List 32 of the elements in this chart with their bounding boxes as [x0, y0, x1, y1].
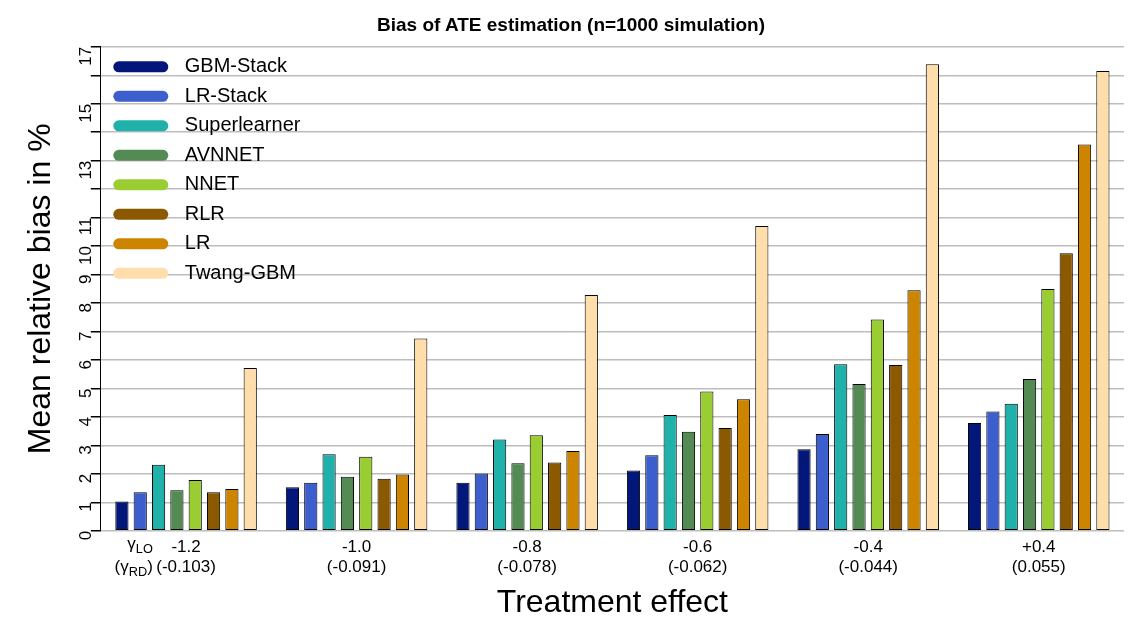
y-tick-label: 0	[76, 530, 96, 541]
x-tick-label: -1.2 (-0.103)	[156, 536, 216, 577]
y-tick-label: 7	[76, 331, 96, 341]
x-tick-label: -0.4 (-0.044)	[838, 536, 898, 577]
y-tick-label: 2	[76, 473, 96, 484]
y-tick-label: 3	[76, 445, 96, 455]
legend-label: Twang-GBM	[184, 260, 296, 283]
y-tick-label: 4	[76, 416, 96, 427]
y-tick-label: 11	[76, 217, 96, 236]
x-tick-label: -0.8 (-0.078)	[497, 536, 557, 577]
y-tick-label: 1	[76, 502, 96, 512]
y-tick-label: 10	[76, 246, 96, 266]
legend-label: AVNNET	[184, 142, 265, 165]
y-tick-label: 17	[76, 46, 96, 66]
legend-label: NNET	[184, 172, 240, 195]
legend-label: RLR	[184, 201, 225, 224]
y-tick-label: 9	[76, 274, 96, 285]
y-tick-label: 6	[76, 359, 96, 370]
x-axis-title: Treatment effect	[496, 582, 729, 619]
y-tick-label: 15	[76, 103, 96, 123]
chart-title: Bias of ATE estimation (n=1000 simulation)	[377, 13, 765, 35]
legend-label: LR	[184, 231, 211, 254]
y-tick-label: 5	[76, 388, 96, 398]
legend-label: LR-Stack	[184, 83, 269, 106]
y-tick-label: 13	[76, 160, 96, 180]
x-tick-label: +0.4 (0.055)	[1011, 536, 1066, 577]
legend-label: GBM-Stack	[184, 54, 289, 77]
x-tick-label: -0.6 (-0.062)	[667, 536, 728, 577]
y-axis-title: Mean relative bias in %	[21, 123, 58, 455]
y-tick-label: 8	[76, 303, 96, 313]
legend-label: Superlearner	[184, 113, 301, 136]
x-tick-label: -1.0 (-0.091)	[326, 536, 387, 577]
